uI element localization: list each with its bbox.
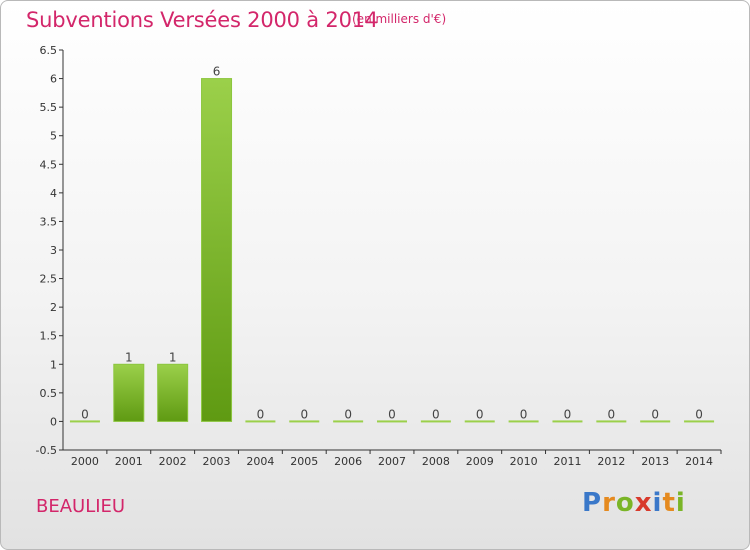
bar [201, 78, 233, 422]
chart-subtitle: (en milliers d'€) [352, 12, 447, 26]
x-tick-label: 2008 [422, 455, 450, 468]
bar [289, 420, 320, 423]
data-label: 0 [81, 407, 89, 421]
proxiti-logo: Proxiti [582, 488, 686, 518]
y-tick-label: -0.5 [36, 444, 57, 457]
data-label: 0 [432, 407, 440, 421]
x-tick-label: 2009 [466, 455, 494, 468]
y-tick-label: 1 [50, 358, 57, 371]
data-label: 1 [169, 350, 177, 364]
data-label: 0 [344, 407, 352, 421]
x-tick-label: 2005 [290, 455, 318, 468]
logo-letter: r [602, 488, 616, 518]
logo-letter: i [675, 488, 686, 518]
y-tick-label: 3 [50, 244, 57, 257]
bar [640, 420, 671, 423]
x-tick-label: 2010 [510, 455, 538, 468]
logo-letter: o [615, 488, 635, 518]
x-tick-label: 2007 [378, 455, 406, 468]
y-tick-label: 6 [50, 73, 57, 86]
bar [684, 420, 715, 423]
data-label: 0 [388, 407, 396, 421]
y-tick-label: 5.5 [40, 101, 58, 114]
x-tick-label: 2000 [71, 455, 99, 468]
x-tick-label: 2012 [597, 455, 625, 468]
bar [596, 420, 627, 423]
chart-title: Subventions Versées 2000 à 2014 [26, 8, 379, 32]
bar [377, 420, 407, 423]
bar [552, 420, 583, 423]
data-label: 0 [695, 407, 703, 421]
x-tick-label: 2003 [203, 455, 231, 468]
x-tick-label: 2011 [553, 455, 581, 468]
data-label: 1 [125, 350, 133, 364]
bar [508, 420, 539, 423]
x-tick-label: 2006 [334, 455, 362, 468]
y-tick-label: 4.5 [40, 158, 58, 171]
logo-letter: i [652, 488, 663, 518]
x-tick-label: 2002 [159, 455, 187, 468]
bar [420, 420, 451, 423]
bar [333, 420, 364, 423]
logo-letter: x [634, 488, 653, 518]
x-tick-label: 2001 [115, 455, 143, 468]
y-tick-label: 0.5 [40, 387, 58, 400]
x-tick-label: 2014 [685, 455, 713, 468]
y-tick-label: 4 [50, 187, 57, 200]
data-label: 0 [608, 407, 616, 421]
data-label: 0 [564, 407, 572, 421]
x-tick-label: 2004 [246, 455, 274, 468]
logo-letter: t [662, 488, 676, 518]
bar [245, 420, 276, 423]
y-tick-label: 2 [50, 301, 57, 314]
data-label: 0 [651, 407, 659, 421]
data-label: 6 [213, 65, 221, 79]
y-tick-label: 5 [50, 130, 57, 143]
data-label: 0 [257, 407, 265, 421]
data-label: 0 [476, 407, 484, 421]
city-name: BEAULIEU [36, 496, 126, 517]
y-tick-label: 1.5 [40, 330, 58, 343]
y-tick-label: 2.5 [40, 273, 58, 286]
bar [113, 363, 145, 422]
y-tick-label: 3.5 [40, 215, 58, 228]
bar [69, 420, 100, 423]
bar [464, 420, 495, 423]
data-label: 0 [520, 407, 528, 421]
y-tick-label: 6.5 [40, 44, 58, 57]
data-label: 0 [300, 407, 308, 421]
x-tick-label: 2013 [641, 455, 669, 468]
bar [157, 363, 189, 422]
y-tick-label: 0 [50, 415, 57, 428]
logo-letter: P [582, 488, 603, 518]
